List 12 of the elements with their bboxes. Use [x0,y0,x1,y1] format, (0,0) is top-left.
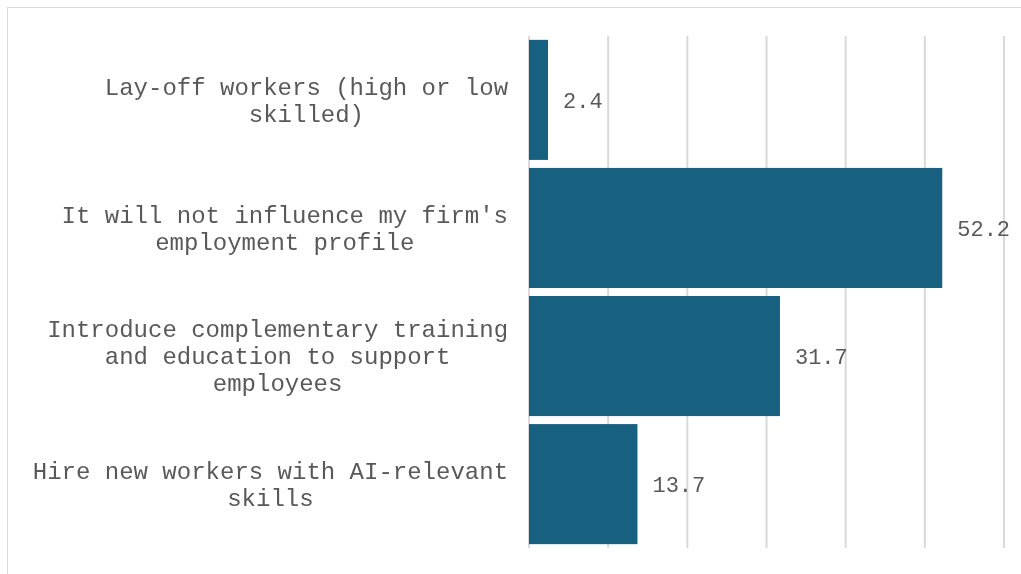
data-label: 13.7 [652,473,706,499]
data-label: 52.2 [957,217,1011,243]
bar [529,424,638,545]
bar [529,39,548,160]
y-tick-label: Hire new workers with AI-relevant skills [32,459,509,514]
bar [529,167,943,288]
y-tick-label: Introduce complementary training and education to support employees [47,317,509,399]
y-tick-label: It will not influence my firm's employment profile [61,202,509,257]
y-tick-label: Lay-off workers (high or low skilled) [104,74,509,129]
bar [529,296,780,417]
data-label: 31.7 [794,345,848,371]
data-label: 2.4 [563,89,603,115]
